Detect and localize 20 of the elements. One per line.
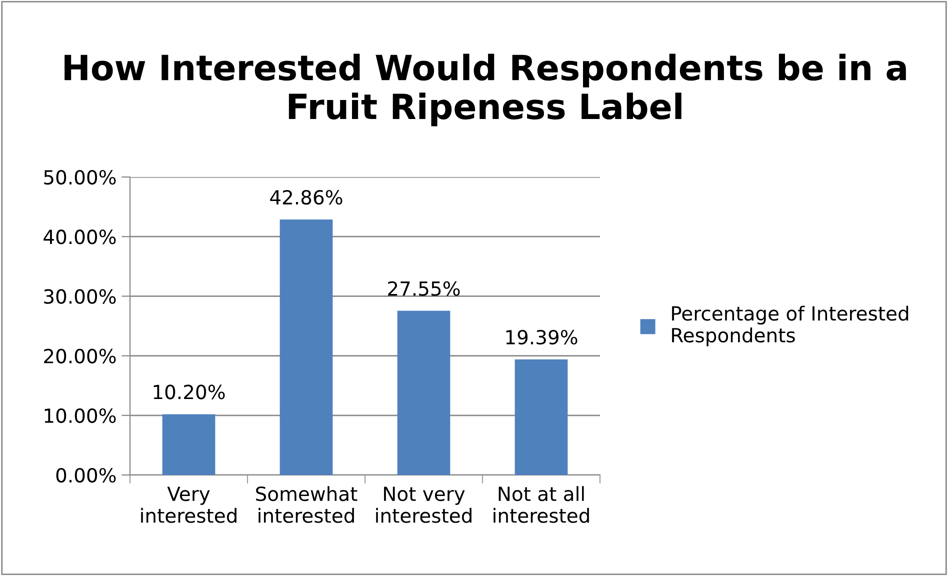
y-tick-label: 20.00% <box>44 348 116 364</box>
x-tick-label: Very interested <box>141 486 236 523</box>
y-tick-label: 10.00% <box>44 408 116 424</box>
data-label: 42.86% <box>270 190 342 205</box>
y-tick-label: 30.00% <box>44 289 116 304</box>
bar <box>162 414 216 475</box>
x-tick-label: Not very interested <box>376 486 472 523</box>
y-tick-label: 50.00% <box>44 170 116 185</box>
legend-label: Percentage of Interested Respondents <box>672 306 908 346</box>
chart-title: How Interested Would Respondents be in a Fruit Ripeness Label <box>64 54 906 126</box>
x-tick-label: Not at all interested <box>494 486 589 523</box>
y-tick-label: 0.00% <box>56 468 116 483</box>
data-label: 27.55% <box>388 281 460 296</box>
bar <box>397 310 450 475</box>
data-label: 10.20% <box>154 384 225 400</box>
bar <box>280 220 333 475</box>
data-label: 19.39% <box>506 330 578 345</box>
x-tick-label: Somewhat interested <box>256 486 358 523</box>
bar <box>514 359 568 475</box>
y-tick-label: 40.00% <box>44 230 116 244</box>
